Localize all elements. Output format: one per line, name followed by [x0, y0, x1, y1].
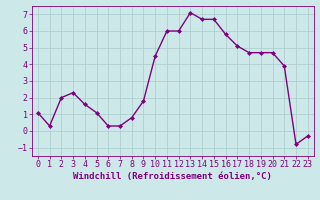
X-axis label: Windchill (Refroidissement éolien,°C): Windchill (Refroidissement éolien,°C): [73, 172, 272, 181]
